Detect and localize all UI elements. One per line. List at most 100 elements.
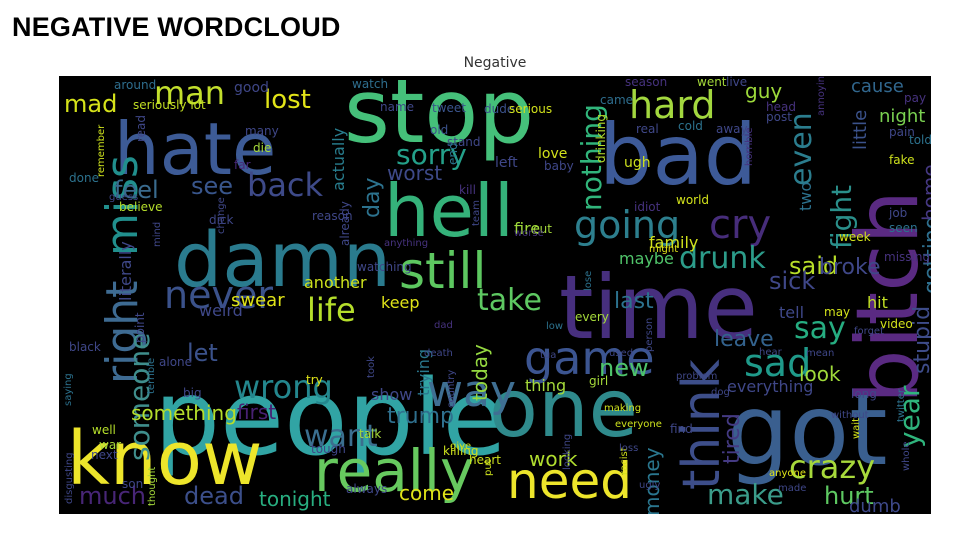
word-looking: looking xyxy=(562,434,573,470)
word-thought: thought xyxy=(147,467,158,506)
word-feel: feel xyxy=(114,176,159,204)
word-racist: racist xyxy=(619,447,630,475)
word-pay: pay xyxy=(904,91,926,105)
word-people: people xyxy=(154,357,507,479)
word-never: never xyxy=(164,273,273,317)
word-broke: broke xyxy=(819,255,880,280)
word-someone: someone xyxy=(123,333,156,461)
word-without: without xyxy=(831,410,869,421)
word-next: next xyxy=(91,448,118,462)
word-little: little xyxy=(850,110,871,150)
word-twitter: twitter xyxy=(896,388,907,422)
word-first: first xyxy=(237,400,276,424)
word-person: person xyxy=(644,318,655,352)
word-time: time xyxy=(559,256,758,359)
word-day: day xyxy=(360,178,385,218)
word-even: even xyxy=(784,112,819,186)
word-try: try xyxy=(306,373,323,387)
word-world: world xyxy=(676,193,709,207)
word-away: away xyxy=(716,122,748,136)
word-making: making xyxy=(604,403,641,414)
word-know: know xyxy=(67,416,263,502)
word-much: much xyxy=(79,482,146,510)
word-country: country xyxy=(446,370,457,408)
word-long: long xyxy=(851,387,877,401)
word-terrible: terrible xyxy=(146,358,157,394)
word-made: made xyxy=(778,483,806,494)
word-cut: cut xyxy=(533,222,552,236)
word-serious: serious xyxy=(509,102,552,116)
word-war: war xyxy=(99,438,121,452)
word-tired: tired xyxy=(720,413,745,464)
word-lost: lost xyxy=(264,85,311,115)
word-reason: reason xyxy=(312,209,353,223)
word-read: read xyxy=(134,115,148,142)
word-new: new xyxy=(599,354,649,382)
word-dead: dead xyxy=(184,482,244,510)
word-drunk: drunk xyxy=(679,241,766,276)
word-big: big xyxy=(183,386,202,400)
word-want: want xyxy=(304,419,378,454)
word-something: something xyxy=(131,401,237,425)
word-dad: dad xyxy=(434,320,453,331)
word-miss: miss xyxy=(97,155,148,256)
word-need: need xyxy=(507,452,632,510)
word-low: low xyxy=(546,321,563,332)
word-man: man xyxy=(154,76,225,112)
word-disgusting: disgusting xyxy=(64,452,75,504)
word-saying: saying xyxy=(63,373,74,406)
word-actually: actually xyxy=(329,128,348,191)
word-team: team xyxy=(471,200,482,226)
word-come: come xyxy=(399,481,454,505)
word-week: week xyxy=(839,230,871,244)
word-fire: fire xyxy=(514,219,540,238)
word-love: love xyxy=(538,146,567,162)
word-everything: everything xyxy=(727,377,813,396)
word-always: always xyxy=(346,482,387,496)
word-believe: believe xyxy=(119,200,163,214)
word-two: two xyxy=(796,182,815,211)
word-fight: fight xyxy=(825,185,858,249)
word-worse: worse xyxy=(514,228,544,239)
word-got: got xyxy=(727,374,888,488)
word-end: end xyxy=(446,142,460,165)
word-alone: alone xyxy=(159,355,192,369)
word-job: job xyxy=(888,206,907,220)
word-wait: wait xyxy=(851,418,862,439)
word-went: went xyxy=(697,76,727,89)
word-bitch: bitch xyxy=(838,190,931,404)
word-guess: guess xyxy=(109,192,138,203)
word-black: black xyxy=(69,340,101,354)
word-may: may xyxy=(824,305,850,319)
word-say: say xyxy=(794,311,846,346)
word-tonight: tonight xyxy=(259,487,331,511)
word-pain: pain xyxy=(889,125,915,139)
word-dude: dude xyxy=(484,102,514,116)
word-idiot: idiot xyxy=(634,200,661,214)
word-cause: cause xyxy=(851,76,904,97)
word-give: give xyxy=(450,441,471,452)
word-crazy: crazy xyxy=(789,448,875,486)
word-problem: problem xyxy=(676,371,717,382)
word-back: back xyxy=(247,166,324,204)
word-change: change xyxy=(216,197,227,234)
word-take: take xyxy=(477,283,542,318)
word-let: let xyxy=(187,339,218,367)
word-hear: hear xyxy=(759,347,783,358)
word-die: die xyxy=(253,141,271,155)
word-nothing: nothing xyxy=(575,104,608,211)
word-show: show xyxy=(371,385,412,404)
word-tua: tua xyxy=(540,350,556,361)
word-see: see xyxy=(191,172,233,200)
word-lose: lose xyxy=(583,271,594,291)
word-literally: literally xyxy=(116,241,135,301)
word-hard: hard xyxy=(629,83,715,127)
word-heart: heart xyxy=(469,453,501,467)
word-look: look xyxy=(799,362,841,386)
word-anyone: anyone xyxy=(769,468,806,479)
word-cold: cold xyxy=(678,119,703,133)
word-name: name xyxy=(380,100,414,114)
word-still: still xyxy=(399,242,486,300)
word-really: really xyxy=(314,437,474,505)
